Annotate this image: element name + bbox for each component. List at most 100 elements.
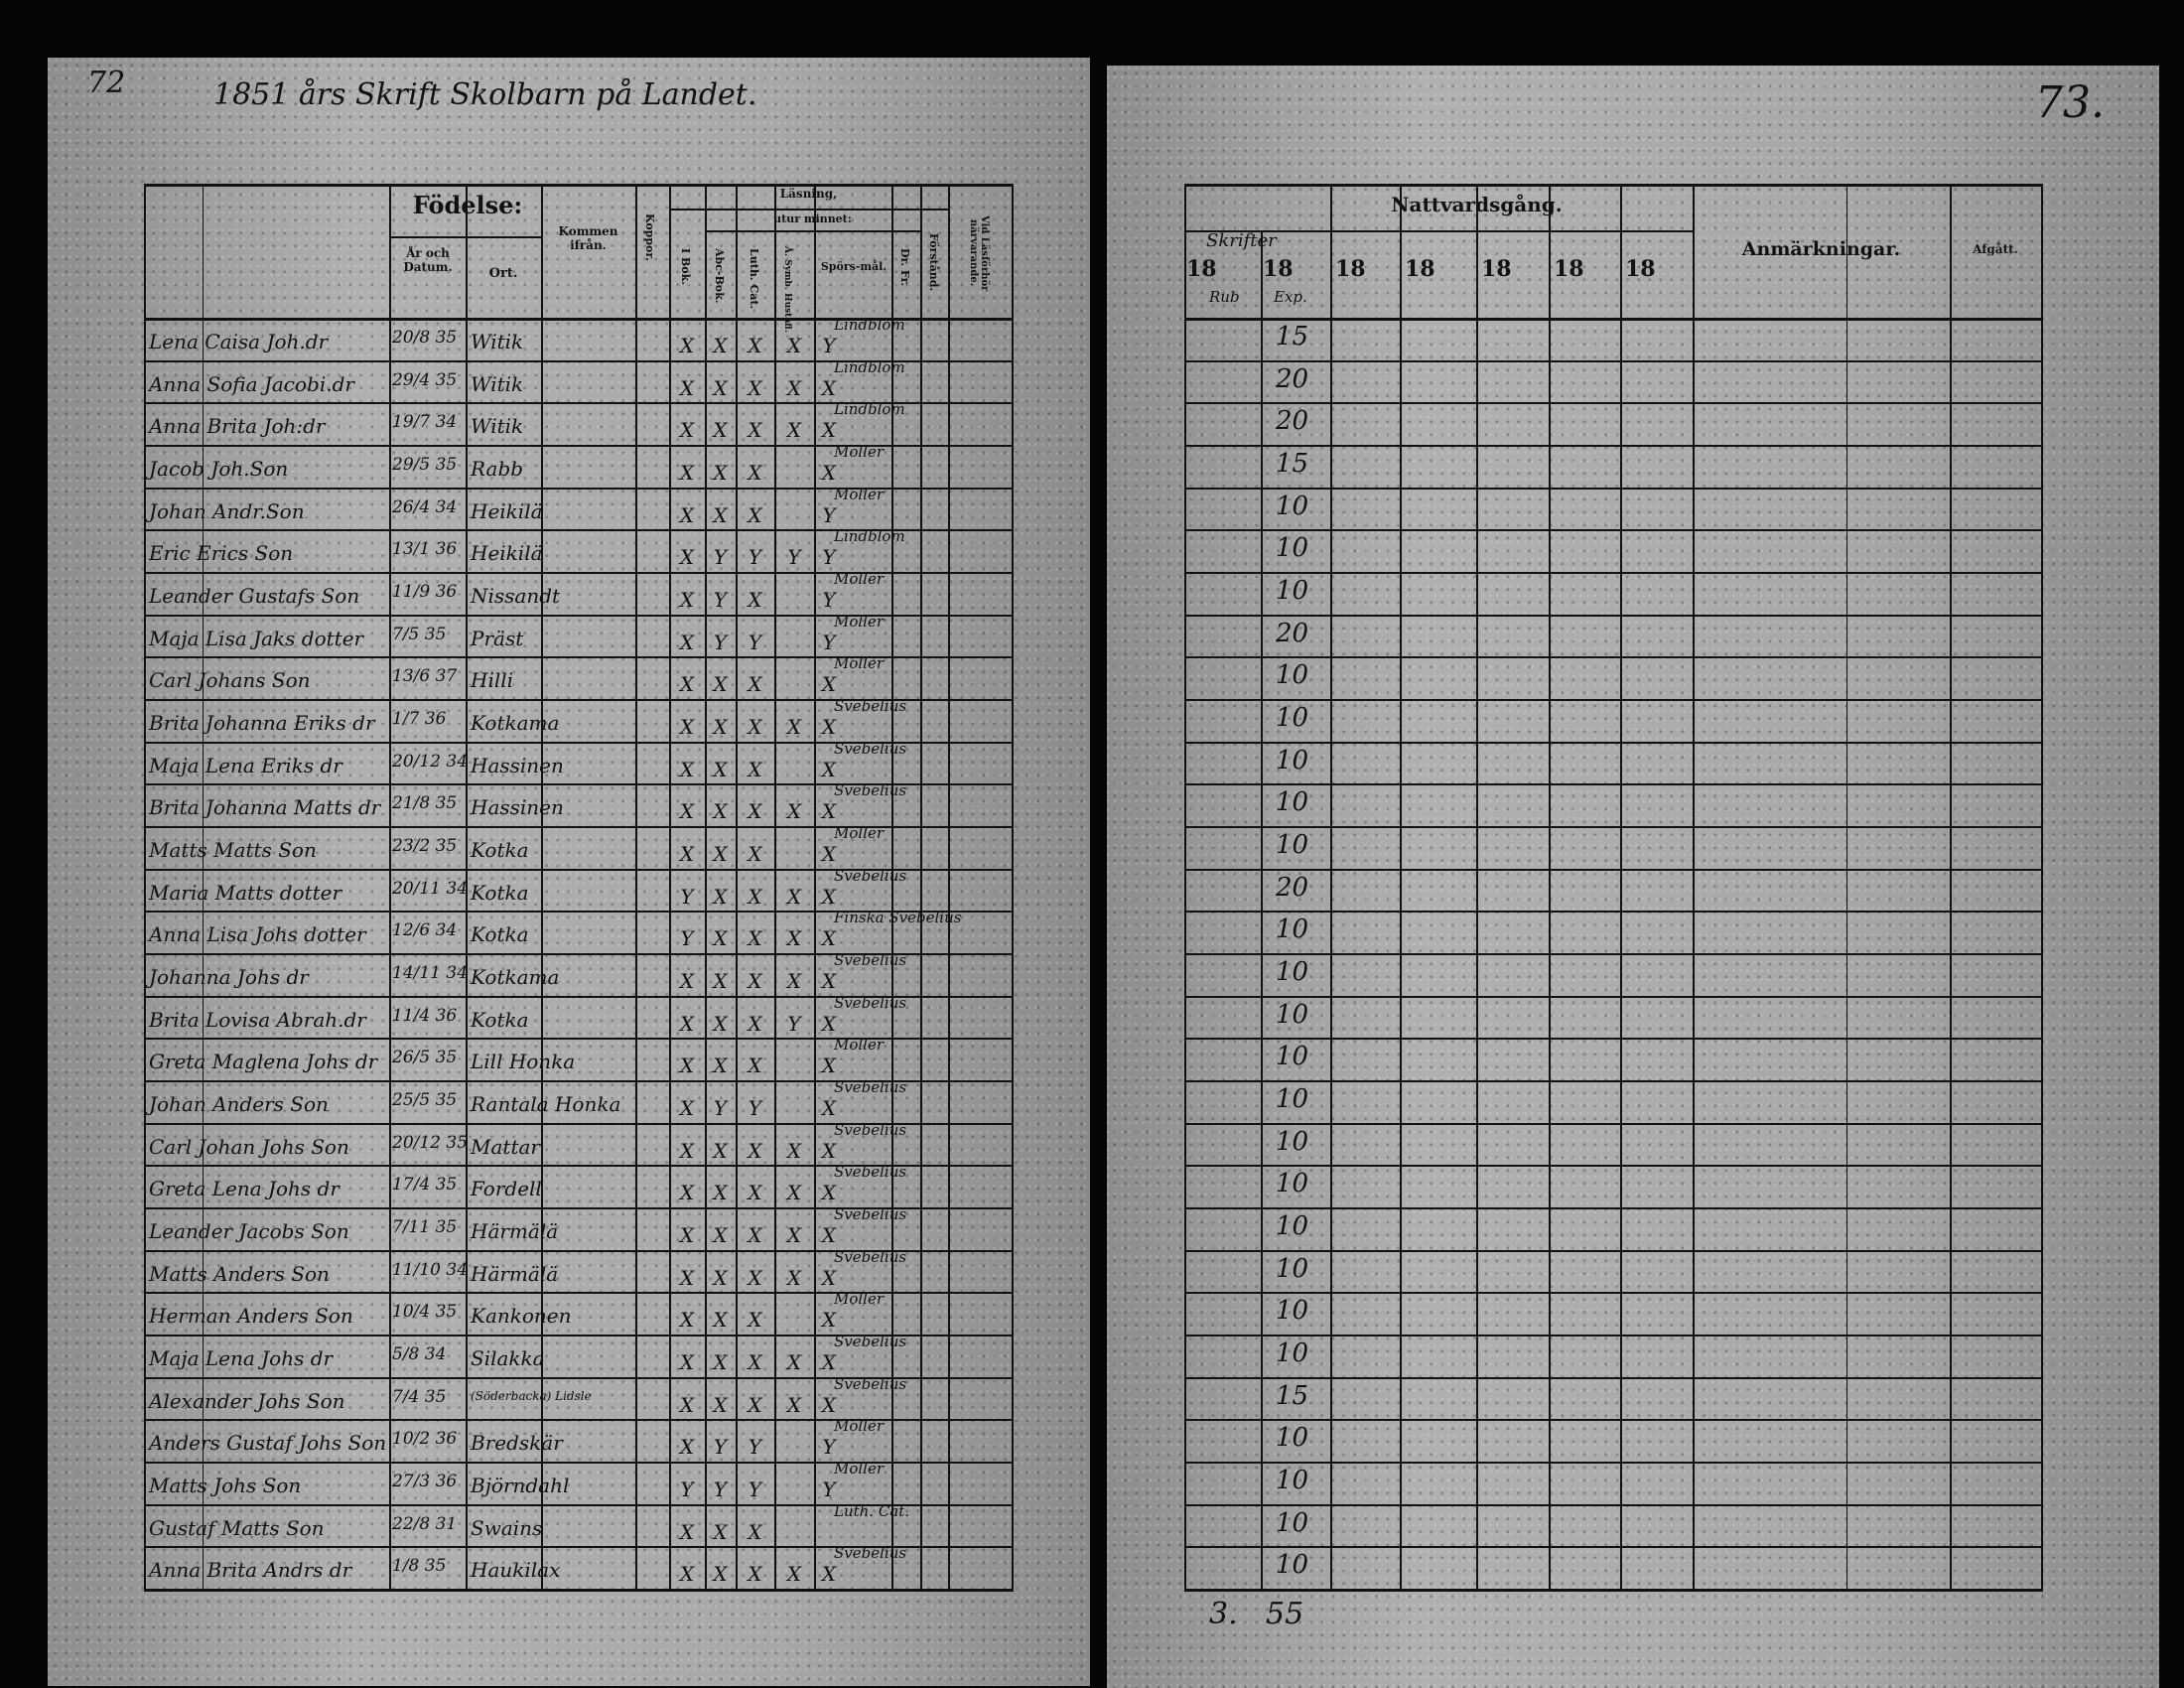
reading-mark: X xyxy=(679,799,695,824)
reading-mark: X xyxy=(713,1308,728,1333)
student-name: Greta Lena Johs dr xyxy=(149,1177,340,1201)
row-rule xyxy=(144,1546,1014,1549)
row-rule xyxy=(144,1038,1014,1041)
row-rule xyxy=(1184,1249,2043,1252)
reading-mark: X xyxy=(748,1392,762,1417)
exp-value: 10 xyxy=(1276,1042,1309,1072)
reading-mark: X xyxy=(713,502,728,527)
examiner-note: Svebelius xyxy=(834,739,907,758)
fodelse-rule xyxy=(389,236,541,238)
reading-mark: X xyxy=(821,375,837,400)
header-bottom-border xyxy=(144,318,1014,321)
examiner-note: Svebelius xyxy=(834,951,907,969)
reading-mark: X xyxy=(821,1350,837,1374)
reading-mark: X xyxy=(821,672,837,697)
student-name: Maja Lisa Jaks dotter xyxy=(149,626,364,650)
examiner-note: Svebelius xyxy=(834,1163,907,1182)
birth-date: 20/11 34 xyxy=(392,878,469,899)
birth-place: Silakka xyxy=(471,1346,545,1370)
row-rule xyxy=(1184,1080,2043,1082)
examiner-note: Lindblom xyxy=(834,316,905,334)
birth-date: 25/5 35 xyxy=(392,1090,458,1110)
row-rule xyxy=(144,741,1014,744)
row-rule xyxy=(1184,1546,2043,1549)
reading-mark: X xyxy=(679,1054,695,1078)
row-rule xyxy=(1184,656,2043,659)
exp-value: 10 xyxy=(1276,999,1309,1030)
reading-mark: Y xyxy=(822,1435,836,1460)
reading-mark: X xyxy=(679,1308,695,1333)
birth-place: (Söderbacka) Lidsle xyxy=(471,1388,592,1403)
reading-mark: X xyxy=(748,1265,762,1290)
exp-value: 10 xyxy=(1276,787,1309,818)
reading-mark: X xyxy=(679,461,695,485)
lasning-rule xyxy=(669,209,948,211)
reading-mark: Y xyxy=(680,1477,694,1501)
reading-mark: X xyxy=(679,1181,695,1205)
examiner-note: Svebelius xyxy=(834,866,907,885)
birth-place: Kotkama xyxy=(471,965,560,989)
reading-mark: X xyxy=(786,375,802,400)
reading-mark: Y xyxy=(748,545,762,570)
reading-mark: X xyxy=(786,926,802,951)
reading-mark: X xyxy=(821,1011,837,1036)
row-rule xyxy=(144,1376,1014,1379)
reading-mark: Y xyxy=(787,545,801,570)
header-bottom-border xyxy=(1184,318,2043,321)
row-rule xyxy=(1184,1207,2043,1209)
column-rule xyxy=(1330,184,1332,1591)
row-rule xyxy=(144,487,1014,490)
birth-place: Witik xyxy=(471,330,524,353)
reading-mark: Y xyxy=(748,630,762,654)
exp-value: 10 xyxy=(1276,914,1309,945)
reading-mark: X xyxy=(748,461,762,485)
student-name: Eric Erics Son xyxy=(149,541,294,566)
row-rule xyxy=(1184,402,2043,405)
student-name: Matts Anders Son xyxy=(149,1261,330,1286)
reading-mark: X xyxy=(748,799,762,824)
reading-mark: X xyxy=(679,715,695,739)
header-rub: Rub xyxy=(1209,288,1240,306)
reading-mark: X xyxy=(821,715,837,739)
reading-mark: X xyxy=(748,1519,762,1544)
header-fodelse: Födelse: xyxy=(412,191,523,219)
examiner-note: Lindblom xyxy=(834,357,905,376)
reading-mark: X xyxy=(821,1096,837,1120)
reading-mark: Y xyxy=(713,1435,728,1460)
exp-value: 10 xyxy=(1276,1211,1309,1241)
row-rule xyxy=(1184,529,2043,532)
row-rule xyxy=(144,614,1014,617)
student-name: Maja Lena Eriks dr xyxy=(149,753,342,777)
examiner-note: Möller xyxy=(834,1290,885,1309)
reading-mark: X xyxy=(748,502,762,527)
row-rule xyxy=(1184,699,2043,701)
reading-mark: X xyxy=(679,545,695,570)
birth-date: 20/8 35 xyxy=(392,328,458,348)
examiner-note: Svebelius xyxy=(834,697,907,715)
row-rule xyxy=(1184,1335,2043,1336)
student-name: Johanna Johs dr xyxy=(149,965,309,989)
reading-mark: Y xyxy=(822,1477,836,1501)
examiner-note: Svebelius xyxy=(834,781,907,800)
reading-mark: X xyxy=(821,1308,837,1333)
exp-value: 10 xyxy=(1276,745,1309,775)
exp-value: 10 xyxy=(1276,1084,1309,1114)
birth-place: Bredskär xyxy=(471,1431,563,1456)
header-ar-och-datum: År och Datum. xyxy=(403,246,453,274)
row-rule xyxy=(144,1292,1014,1295)
birth-place: Härmälä xyxy=(471,1219,559,1243)
reading-mark: X xyxy=(713,715,728,739)
birth-place: Heikilä xyxy=(471,498,543,523)
reading-mark: X xyxy=(713,1392,728,1417)
reading-mark: X xyxy=(713,1223,728,1247)
footer-count: 3. xyxy=(1209,1597,1238,1631)
birth-date: 1/8 35 xyxy=(392,1556,447,1577)
header-lasning: Läsning, xyxy=(779,187,838,201)
student-name: Carl Johan Johs Son xyxy=(149,1134,349,1159)
header-forstand: Förstånd. xyxy=(927,233,940,292)
reading-mark: X xyxy=(821,884,837,909)
column-rule xyxy=(144,184,146,1591)
left-page-number: 72 xyxy=(87,66,126,100)
reading-mark: X xyxy=(748,1350,762,1374)
birth-place: Lill Honka xyxy=(471,1050,576,1074)
